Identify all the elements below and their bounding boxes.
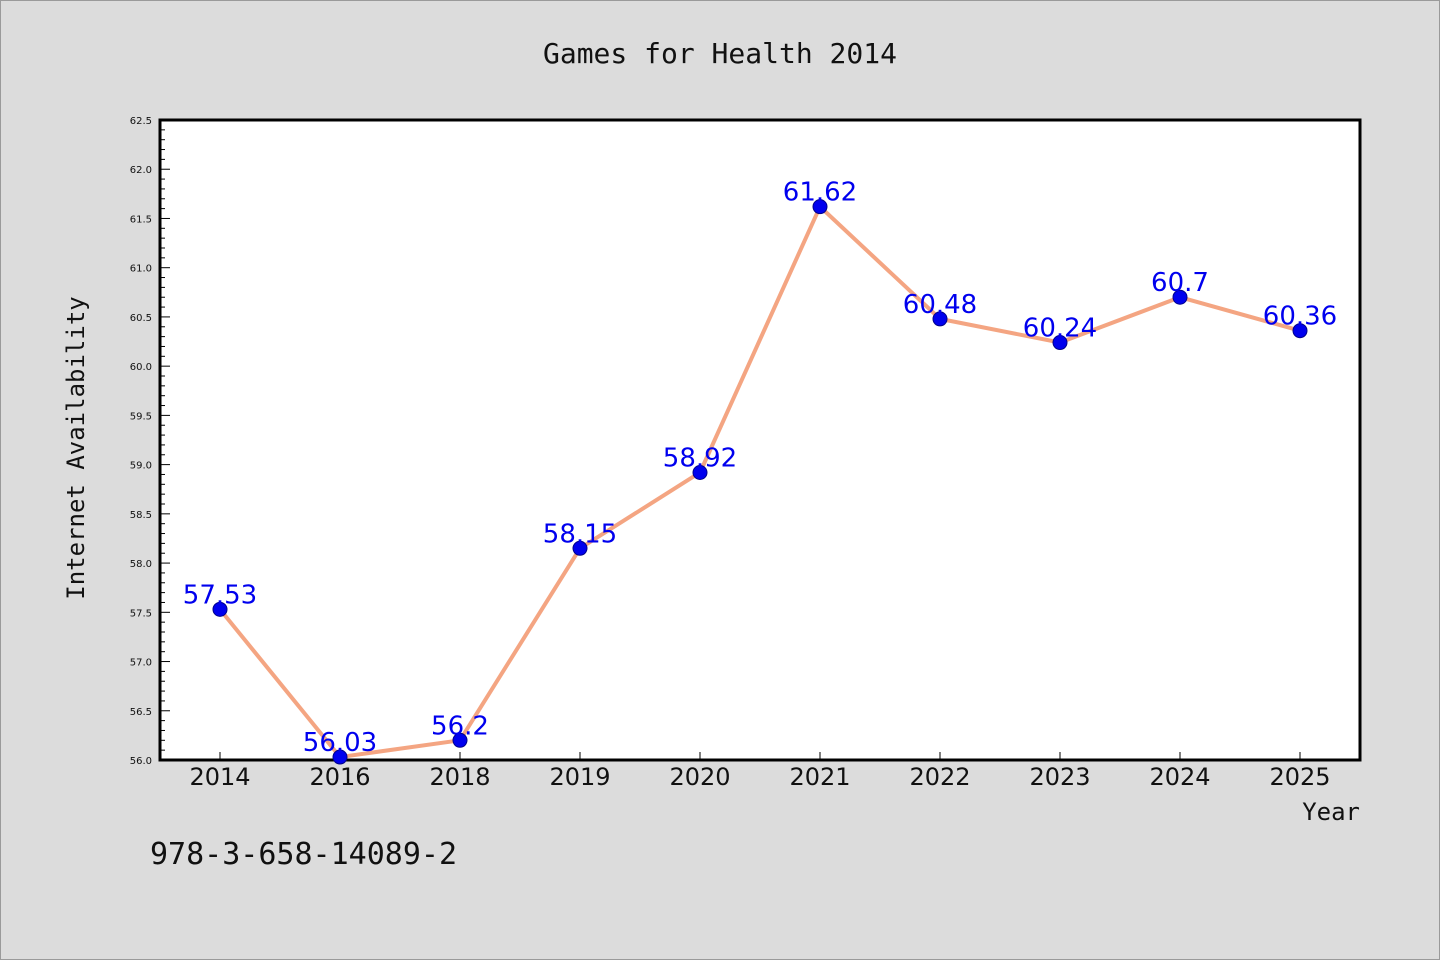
data-point: [692, 464, 708, 480]
x-tick-label: 2016: [309, 763, 370, 791]
x-tick-label: 2024: [1149, 763, 1210, 791]
data-point: [1292, 323, 1308, 339]
series-line: [218, 204, 1301, 760]
x-axis: 2014 2016 2018 2019 2020 2021 2022 2023 2024 2025: [189, 752, 1331, 791]
data-label: 57.53: [183, 580, 257, 610]
y-tick-label: 61.0: [130, 264, 152, 275]
y-tick-label: 56.5: [130, 707, 152, 718]
y-tick-label: 57.0: [130, 658, 152, 669]
y-tick-label: 58.5: [130, 510, 152, 521]
y-tick-label: 56.0: [130, 756, 152, 767]
data-point: [452, 732, 468, 748]
data-label: 56.03: [303, 728, 377, 758]
y-tick-label: 58.0: [130, 559, 152, 570]
x-tick-label: 2025: [1269, 763, 1330, 791]
data-label: 58.92: [663, 443, 737, 473]
data-label: 56.2: [431, 711, 489, 741]
data-point: [1172, 289, 1188, 305]
x-tick-label: 2022: [909, 763, 970, 791]
y-tick-label: 60.5: [130, 313, 152, 324]
data-point: [932, 311, 948, 327]
data-label: 60.36: [1263, 302, 1337, 332]
x-tick-label: 2014: [189, 763, 250, 791]
data-point: [212, 601, 228, 617]
data-point: [1052, 335, 1068, 351]
isbn-footnote: 978-3-658-14089-2: [150, 837, 457, 872]
y-tick-label: 59.0: [130, 461, 152, 472]
x-tick-label: 2020: [669, 763, 730, 791]
x-tick-label: 2021: [789, 763, 850, 791]
y-axis-title: Internet Availability: [62, 296, 90, 599]
y-tick-label: 57.5: [130, 608, 152, 619]
plot-area: [158, 118, 1362, 762]
data-point: [572, 540, 588, 556]
data-label: 60.7: [1151, 268, 1209, 298]
y-tick-label: 59.5: [130, 411, 152, 422]
x-axis-title: Year: [1302, 798, 1360, 826]
data-label: 60.24: [1023, 314, 1097, 344]
data-point: [332, 749, 348, 765]
y-tick-label: 62.5: [130, 116, 152, 127]
series-layer: 57.53 56.03 56.2 58.15 58.92 61.62 60.48 60.24 6…: [183, 178, 1337, 765]
chart-title: Games for Health 2014: [543, 37, 897, 70]
y-tick-label: 61.5: [130, 214, 152, 225]
y-tick-label: 60.0: [130, 362, 152, 373]
data-label: 58.15: [543, 519, 617, 549]
y-tick-label: 62.0: [130, 165, 152, 176]
x-tick-label: 2019: [549, 763, 610, 791]
data-label: 61.62: [783, 178, 857, 208]
y-axis: 56.0 56.5 57.0 57.5 58.0 58.5 59.0 59.5 60.0 60.5…: [130, 116, 170, 767]
data-label: 60.48: [903, 290, 977, 320]
data-point: [812, 199, 828, 215]
x-tick-label: 2018: [429, 763, 490, 791]
x-tick-label: 2023: [1029, 763, 1090, 791]
